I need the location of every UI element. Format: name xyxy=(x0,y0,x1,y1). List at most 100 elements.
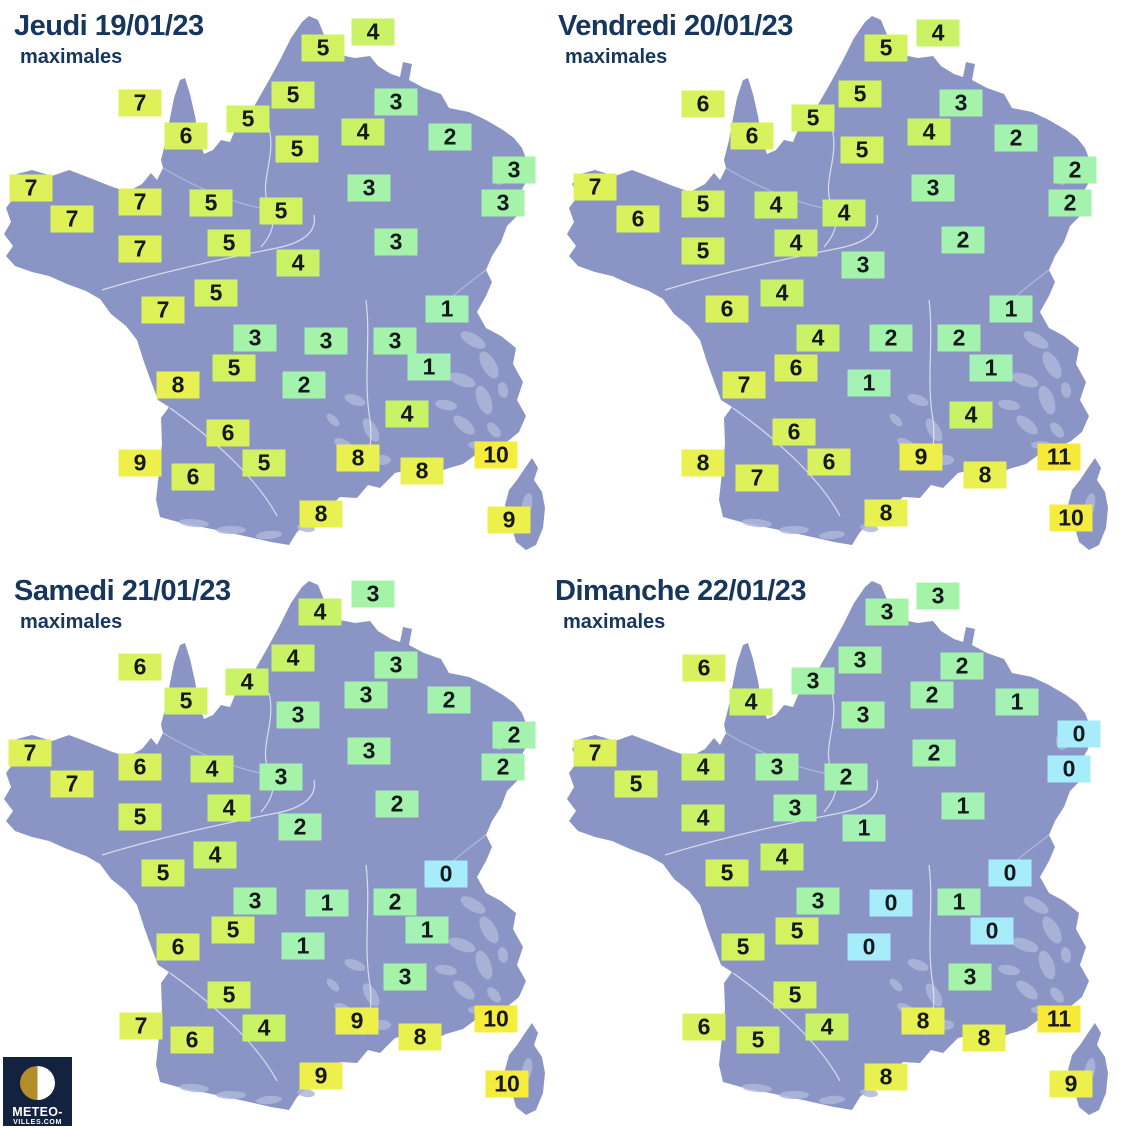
temp-badge: 2 xyxy=(937,324,981,352)
temp-badge: 4 xyxy=(796,324,840,352)
temp-badge: 4 xyxy=(298,598,342,626)
temp-badge: 5 xyxy=(721,933,765,961)
temp-badge: 5 xyxy=(207,229,251,257)
temp-badge: 3 xyxy=(373,327,417,355)
temp-badge: 5 xyxy=(118,803,162,831)
temp-badge: 3 xyxy=(939,89,983,117)
temp-badge: 2 xyxy=(278,813,322,841)
temp-badge: 5 xyxy=(259,197,303,225)
temp-badge: 3 xyxy=(791,667,835,695)
logo-disc-icon xyxy=(20,1066,55,1100)
temp-badge: 6 xyxy=(118,653,162,681)
temp-badge: 3 xyxy=(233,887,277,915)
temp-badge: 1 xyxy=(425,295,469,323)
temp-badge: 7 xyxy=(50,770,94,798)
temp-badge: 4 xyxy=(907,118,951,146)
temp-badge: 4 xyxy=(681,804,725,832)
temp-badge: 8 xyxy=(864,1063,908,1091)
temp-badge: 8 xyxy=(336,444,380,472)
temp-badge: 0 xyxy=(988,859,1032,887)
temp-badge: 5 xyxy=(775,917,819,945)
temp-badge: 7 xyxy=(119,1012,163,1040)
temp-badge: 2 xyxy=(869,324,913,352)
temp-badge: 10 xyxy=(1049,504,1093,532)
temp-badge: 3 xyxy=(796,887,840,915)
temp-badge: 7 xyxy=(722,371,766,399)
map-subtitle: maximales xyxy=(565,46,668,68)
temp-badge: 6 xyxy=(774,354,818,382)
temp-badge: 2 xyxy=(373,888,417,916)
temp-badge: 3 xyxy=(773,794,817,822)
temp-badge: 3 xyxy=(865,598,909,626)
temp-badge: 5 xyxy=(242,449,286,477)
temp-badge: 3 xyxy=(374,228,418,256)
temp-badge: 4 xyxy=(729,688,773,716)
temp-badge: 10 xyxy=(474,441,518,469)
temp-badge: 1 xyxy=(847,369,891,397)
temp-badge: 6 xyxy=(807,448,851,476)
temp-badge: 6 xyxy=(171,463,215,491)
temp-badge: 5 xyxy=(773,981,817,1009)
temp-badge: 5 xyxy=(705,859,749,887)
temp-badge: 5 xyxy=(736,1026,780,1054)
temp-badge: 7 xyxy=(118,188,162,216)
map-subtitle: maximales xyxy=(563,611,666,633)
temp-badge: 1 xyxy=(995,688,1039,716)
temp-badge: 2 xyxy=(492,721,536,749)
temp-badge: 4 xyxy=(341,118,385,146)
temp-badge: 2 xyxy=(282,371,326,399)
temp-badge: 6 xyxy=(730,122,774,150)
temp-badge: 3 xyxy=(916,582,960,610)
temp-badge: 5 xyxy=(189,189,233,217)
temp-badge: 9 xyxy=(335,1007,379,1035)
temp-badge: 7 xyxy=(118,235,162,263)
temp-badge: 8 xyxy=(864,499,908,527)
temp-badge: 9 xyxy=(118,449,162,477)
temp-badge: 2 xyxy=(994,124,1038,152)
temp-badge: 4 xyxy=(760,843,804,871)
temp-badge: 0 xyxy=(869,889,913,917)
temp-badge: 2 xyxy=(1053,156,1097,184)
temp-badge: 11 xyxy=(1037,1005,1081,1033)
temp-badge: 2 xyxy=(940,652,984,680)
temp-badge: 7 xyxy=(118,89,162,117)
temp-badge: 4 xyxy=(916,19,960,47)
temp-badge: 6 xyxy=(682,1013,726,1041)
temp-badge: 7 xyxy=(9,174,53,202)
temp-badge: 3 xyxy=(344,681,388,709)
temp-badge: 0 xyxy=(1057,720,1101,748)
temp-badge: 4 xyxy=(754,191,798,219)
temp-badge: 2 xyxy=(910,681,954,709)
temp-badge: 4 xyxy=(774,229,818,257)
temp-badge: 1 xyxy=(937,888,981,916)
temp-badge: 3 xyxy=(911,174,955,202)
temp-badge: 4 xyxy=(193,841,237,869)
temp-badge: 4 xyxy=(385,400,429,428)
temp-badge: 8 xyxy=(398,1023,442,1051)
temp-badge: 9 xyxy=(299,1062,343,1090)
temp-badge: 3 xyxy=(347,174,391,202)
temp-badge: 8 xyxy=(963,461,1007,489)
temp-badge: 1 xyxy=(969,354,1013,382)
temp-badge: 1 xyxy=(989,295,1033,323)
temp-badge: 11 xyxy=(1037,443,1081,471)
temp-badge: 5 xyxy=(164,687,208,715)
temp-badge: 8 xyxy=(962,1024,1006,1052)
logo-text-line1: METEO- xyxy=(12,1105,63,1119)
temp-badge: 5 xyxy=(614,770,658,798)
temp-badge: 2 xyxy=(824,763,868,791)
temp-badge: 7 xyxy=(573,173,617,201)
temp-badge: 2 xyxy=(375,790,419,818)
map-title: Vendredi 20/01/23 xyxy=(558,10,793,42)
temp-badge: 6 xyxy=(206,419,250,447)
temp-badge: 2 xyxy=(427,686,471,714)
temp-badge: 5 xyxy=(194,279,238,307)
temp-badge: 1 xyxy=(842,814,886,842)
temp-badge: 5 xyxy=(271,81,315,109)
temp-badge: 2 xyxy=(428,123,472,151)
temp-badge: 6 xyxy=(156,933,200,961)
